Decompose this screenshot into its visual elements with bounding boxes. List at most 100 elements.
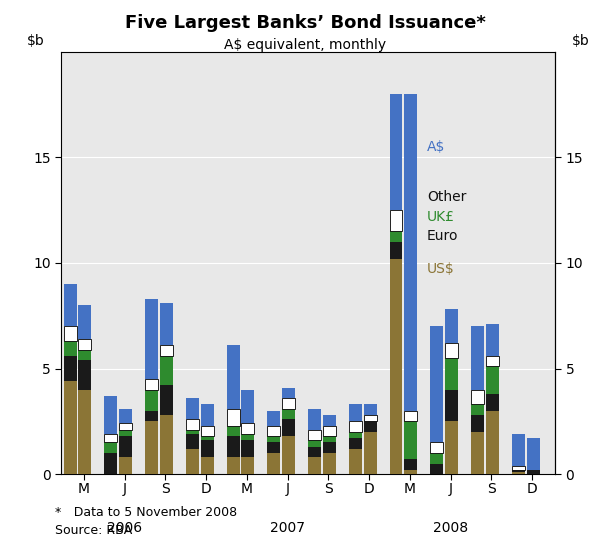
Bar [512, 434, 525, 465]
Bar [349, 449, 362, 474]
Bar [471, 415, 484, 432]
Bar [79, 390, 92, 474]
Bar [430, 443, 443, 453]
Bar [201, 436, 213, 440]
Bar [119, 457, 132, 474]
Bar [404, 470, 417, 474]
Bar [486, 394, 499, 411]
Bar [323, 443, 336, 453]
Bar [226, 457, 240, 474]
Bar [242, 440, 254, 457]
Bar [201, 404, 213, 426]
Bar [282, 436, 295, 474]
Bar [390, 94, 403, 210]
Bar [226, 426, 240, 436]
Bar [267, 411, 280, 426]
Bar [186, 434, 199, 449]
Bar [186, 398, 199, 419]
Bar [145, 299, 158, 379]
Bar [267, 436, 280, 443]
Bar [242, 457, 254, 474]
Bar [119, 430, 132, 436]
Bar [526, 470, 539, 474]
Bar [160, 385, 173, 415]
Text: Euro: Euro [427, 228, 458, 243]
Bar [404, 459, 417, 470]
Bar [145, 379, 158, 390]
Bar [160, 303, 173, 346]
Bar [445, 343, 458, 358]
Bar [430, 453, 443, 464]
Bar [323, 436, 336, 443]
Bar [104, 443, 117, 453]
Bar [349, 438, 362, 449]
Bar [471, 404, 484, 415]
Bar [308, 457, 321, 474]
Bar [226, 409, 240, 426]
Bar [323, 426, 336, 436]
Bar [242, 423, 254, 434]
Bar [63, 341, 77, 356]
Bar [186, 449, 199, 474]
Text: $b: $b [26, 34, 44, 47]
Bar [186, 419, 199, 430]
Bar [323, 415, 336, 426]
Bar [267, 443, 280, 453]
Bar [104, 396, 117, 434]
Bar [308, 409, 321, 430]
Bar [308, 430, 321, 440]
Bar [471, 432, 484, 474]
Bar [364, 404, 376, 415]
Text: 2006: 2006 [107, 520, 142, 535]
Text: Five Largest Banks’ Bond Issuance*: Five Largest Banks’ Bond Issuance* [124, 14, 486, 32]
Bar [104, 434, 117, 443]
Bar [486, 356, 499, 366]
Bar [63, 326, 77, 341]
Bar [390, 231, 403, 242]
Bar [201, 440, 213, 457]
Bar [512, 472, 525, 474]
Text: 2008: 2008 [433, 520, 468, 535]
Text: Source: RBA: Source: RBA [55, 524, 132, 537]
Bar [119, 423, 132, 430]
Bar [104, 453, 117, 474]
Bar [404, 421, 417, 459]
Text: * Data to 5 November 2008: * Data to 5 November 2008 [55, 506, 237, 519]
Bar [226, 346, 240, 409]
Bar [226, 436, 240, 457]
Bar [79, 305, 92, 339]
Bar [63, 381, 77, 474]
Bar [160, 356, 173, 385]
Bar [282, 419, 295, 436]
Text: A$ equivalent, monthly: A$ equivalent, monthly [224, 38, 386, 52]
Bar [486, 366, 499, 394]
Bar [471, 326, 484, 390]
Bar [445, 358, 458, 390]
Bar [349, 421, 362, 432]
Bar [282, 387, 295, 398]
Bar [486, 324, 499, 356]
Bar [445, 310, 458, 343]
Bar [201, 426, 213, 436]
Bar [79, 339, 92, 349]
Text: UK£: UK£ [427, 209, 455, 223]
Bar [145, 421, 158, 474]
Bar [282, 398, 295, 409]
Bar [349, 404, 362, 421]
Text: $b: $b [572, 34, 590, 47]
Bar [445, 421, 458, 474]
Bar [63, 356, 77, 381]
Bar [430, 464, 443, 474]
Text: A$: A$ [427, 140, 445, 154]
Bar [308, 440, 321, 447]
Bar [486, 411, 499, 474]
Bar [390, 210, 403, 231]
Text: US$: US$ [427, 262, 454, 276]
Bar [282, 409, 295, 419]
Bar [364, 415, 376, 421]
Bar [512, 470, 525, 472]
Bar [242, 390, 254, 423]
Bar [63, 284, 77, 326]
Bar [364, 432, 376, 474]
Bar [267, 453, 280, 474]
